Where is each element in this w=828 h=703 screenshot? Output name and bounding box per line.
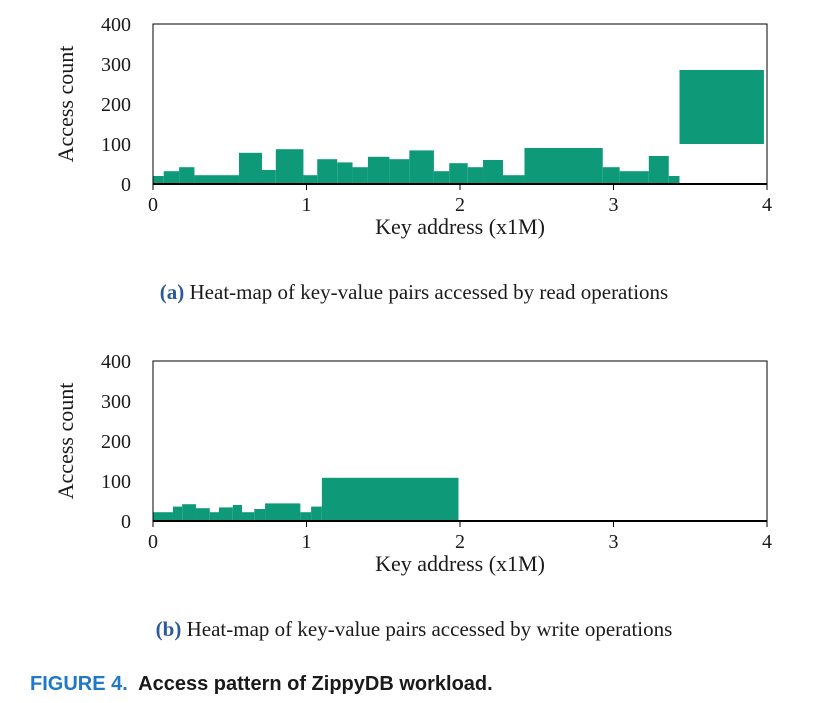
x-tick-label: 1 [302,194,312,216]
y-tick-label: 400 [101,351,131,373]
heatmap-segment [317,159,338,184]
figure-label: FIGURE 4. [30,673,128,695]
y-tick-label: 400 [101,14,131,36]
heatmap-segment [679,70,764,144]
heatmap-segment [409,150,434,184]
heatmap-segment [238,152,262,184]
heatmap-segment [194,175,239,184]
x-tick-label: 4 [762,531,772,553]
x-axis-label: Key address (x1M) [375,551,545,576]
heatmap-segment [219,507,233,521]
panel-write-heatmap: 0 1 2 3 4 0 100 200 300 400 Key address (x1M) Acces… [53,351,772,576]
x-tick-label: 0 [148,531,158,553]
heatmap-segment [242,512,255,521]
heatmap-segment [648,156,669,184]
x-axis-label: Key address (x1M) [375,214,545,239]
heatmap-segment [524,148,603,184]
heatmap-segment [337,162,353,184]
heatmap-segment [303,175,318,184]
heatmap-segment [352,167,368,184]
y-tick-label: 300 [101,54,131,76]
figure-caption: FIGURE 4. Access pattern of ZippyDB work… [30,673,493,695]
heatmap-segment [275,149,304,184]
heatmap-segment [232,505,243,521]
heatmap-segment [179,167,195,184]
x-tick-label: 2 [455,531,465,553]
heatmap-segment [321,477,459,521]
plot-frame [152,360,768,522]
heatmap-segment [668,176,680,184]
x-tick-label: 1 [302,531,312,553]
heatmap-segment [209,512,220,521]
heatmap-segment [619,171,649,184]
heatmap-segment [502,175,525,184]
caption-a-text: Heat-map of key-value pairs accessed by … [184,280,668,304]
heatmap-segment [300,512,312,521]
heatmap-segment [261,170,276,184]
y-tick-label: 0 [121,511,131,533]
heatmap-segment [367,156,390,184]
heatmap-segment [153,512,173,521]
caption-b: (b) Heat-map of key-value pairs accessed… [156,617,673,641]
heatmap-segment [389,159,410,184]
panel-read-heatmap: 0 1 2 3 4 0 100 200 300 400 Key address (x1M) Acces… [53,14,772,239]
x-tick-label: 4 [762,194,772,216]
caption-a: (a) Heat-map of key-value pairs accessed… [160,280,668,304]
figure-title: Access pattern of ZippyDB workload. [128,673,493,695]
caption-a-letter: (a) [160,280,185,304]
heatmap-segment [182,504,196,521]
heatmap-segment [467,167,484,184]
heatmap-segment [602,167,620,184]
heatmap-segment [254,509,266,521]
heatmap-segment [449,163,468,184]
y-tick-label: 300 [101,391,131,413]
y-tick-label: 200 [101,94,131,116]
heatmap-segment [153,176,164,184]
heatmap-segment [483,160,503,184]
y-tick-label: 200 [101,431,131,453]
heatmap-segment [163,171,180,184]
heatmap-segment [195,508,210,521]
caption-b-text: Heat-map of key-value pairs accessed by … [181,617,672,641]
x-tick-label: 2 [455,194,465,216]
heatmap-segment [311,506,322,521]
y-tick-label: 0 [121,174,131,196]
heatmap-segment [265,503,301,521]
caption-b-letter: (b) [156,617,182,641]
heatmap-segment [433,171,450,184]
y-tick-label: 100 [101,471,131,493]
heatmap-segment [172,506,183,521]
x-tick-label: 0 [148,194,158,216]
y-axis-label: Access count [53,46,78,163]
y-tick-label: 100 [101,134,131,156]
y-axis-label: Access count [53,383,78,500]
x-tick-label: 3 [609,194,619,216]
x-tick-label: 3 [609,531,619,553]
